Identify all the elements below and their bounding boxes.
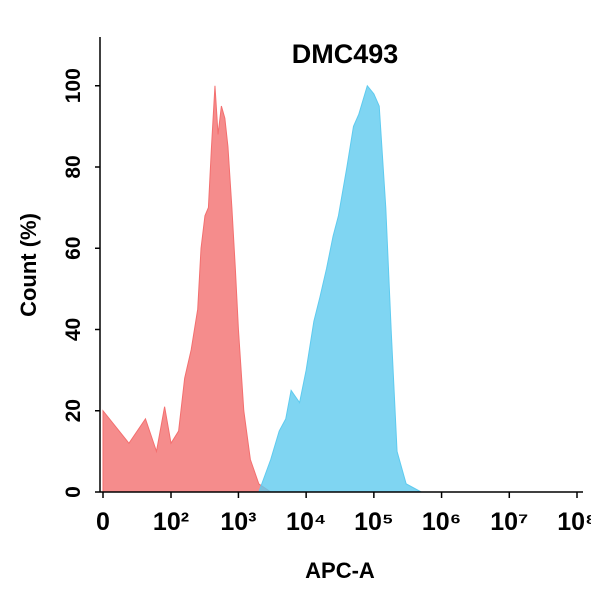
- y-tick-label: 40: [62, 318, 85, 341]
- x-tick-label: 10²: [153, 508, 189, 536]
- histogram-area: [258, 84, 422, 493]
- x-axis-label: APC-A: [305, 558, 375, 583]
- y-tick-label: 100: [62, 68, 85, 103]
- x-tick-label: 0: [96, 508, 110, 536]
- chart-title: DMC493: [292, 39, 399, 69]
- y-axis-label: Count (%): [16, 213, 41, 317]
- x-tick-label: 10⁵: [354, 508, 394, 536]
- x-tick-label: 10⁶: [422, 508, 461, 536]
- x-tick-label: 10⁸: [557, 508, 591, 536]
- x-tick-label: 10⁴: [286, 508, 326, 536]
- y-tick-label: 0: [62, 486, 85, 498]
- y-tick-label: 80: [62, 155, 85, 178]
- y-tick-label: 60: [62, 237, 85, 260]
- histogram-area: [102, 85, 273, 493]
- x-tick-label: 10⁷: [490, 508, 528, 536]
- plot-area: [102, 84, 422, 493]
- x-tick-label: 10³: [220, 508, 256, 536]
- y-tick-label: 20: [62, 399, 85, 422]
